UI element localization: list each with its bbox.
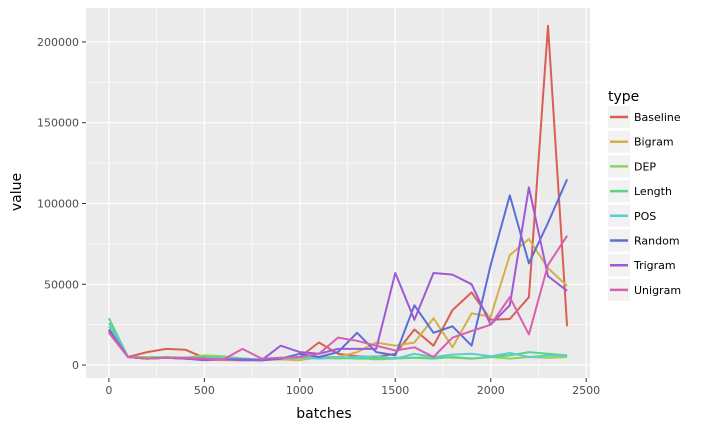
x-tick-label: 1000 (286, 384, 314, 397)
y-tick-label: 0 (72, 359, 79, 372)
legend-label-bigram: Bigram (634, 136, 674, 149)
plot-panel (86, 8, 590, 378)
legend-title: type (608, 89, 639, 105)
minor-gridlines (86, 8, 590, 378)
x-axis-ticks: 0 500 1000 1500 2000 2500 (105, 378, 600, 397)
x-axis-title: batches (296, 406, 351, 422)
legend-label-pos: POS (634, 210, 656, 223)
y-tick-label: 150000 (37, 117, 79, 130)
x-tick-label: 2000 (477, 384, 505, 397)
legend-label-random: Random (634, 235, 680, 248)
x-tick-label: 0 (105, 384, 112, 397)
legend-label-length: Length (634, 185, 672, 198)
series-lines (108, 24, 569, 362)
y-axis-ticks: 0 50000 100000 150000 200000 (37, 36, 86, 372)
legend: Baseline Bigram DEP Length POS Random Trigram U… (608, 106, 681, 301)
x-tick-label: 500 (194, 384, 215, 397)
legend-label-baseline: Baseline (634, 111, 681, 124)
y-tick-label: 200000 (37, 36, 79, 49)
x-tick-label: 1500 (381, 384, 409, 397)
series-line-baseline (108, 24, 569, 362)
y-tick-label: 50000 (44, 278, 79, 291)
y-tick-label: 100000 (37, 198, 79, 211)
y-axis-title: value (9, 173, 25, 211)
legend-label-dep: DEP (634, 160, 656, 173)
x-tick-label: 2500 (572, 384, 600, 397)
series-line-unigram (108, 235, 568, 361)
legend-label-trigram: Trigram (633, 259, 676, 272)
legend-label-unigram: Unigram (634, 284, 681, 297)
